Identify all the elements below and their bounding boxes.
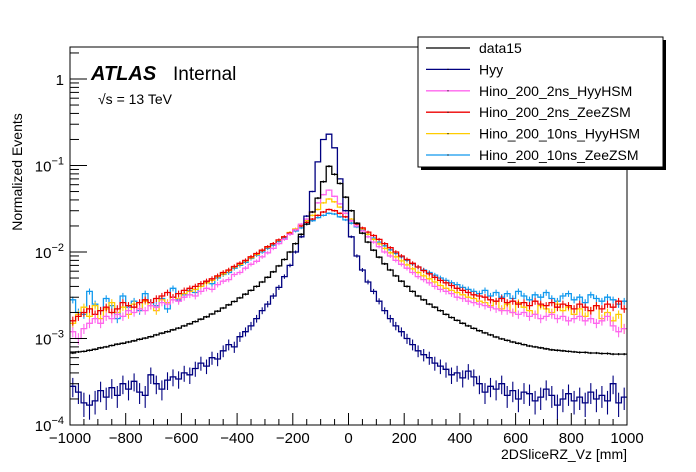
legend-entry: Hino_200_2ns_ZeeZSM	[426, 104, 631, 120]
x-tick-label: −200	[276, 430, 310, 447]
legend-label: data15	[479, 40, 522, 56]
legend-entry: data15	[426, 40, 522, 56]
x-axis-title: 2DSliceRZ_Vz [mm]	[501, 446, 627, 462]
energy-label: √s = 13 TeV	[98, 91, 173, 107]
x-tick-label: 400	[447, 430, 472, 447]
atlas-label: ATLAS	[90, 63, 157, 85]
x-tick-label: 0	[344, 430, 352, 447]
y-tick-label: 1	[56, 72, 64, 89]
histogram-line	[70, 165, 627, 355]
y-tick-label: 10−3	[35, 329, 64, 349]
x-tick-label: 600	[503, 430, 528, 447]
histogram-line	[70, 133, 627, 406]
x-axis: −1000 −800 −600 −400 −200 0 200 400 600 800 1000	[49, 413, 644, 447]
legend: data15 Hyy Hino_200_2ns_HyyHSM Hino_200_2ns…	[417, 36, 666, 170]
legend-label: Hyy	[479, 61, 503, 77]
y-tick-label: 10−1	[35, 156, 64, 176]
legend-entry: Hyy	[426, 61, 503, 77]
legend-label: Hino_200_10ns_HyyHSM	[479, 126, 640, 142]
x-tick-label: −800	[109, 430, 143, 447]
series-layer	[70, 133, 627, 420]
legend-label: Hino_200_2ns_ZeeZSM	[479, 104, 631, 120]
legend-entry: Hino_200_10ns_HyyHSM	[426, 126, 640, 142]
x-tick-label: 1000	[610, 430, 643, 447]
legend-box	[417, 36, 664, 168]
y-axis: 10−4 10−3 10−2 10−1 1	[35, 52, 87, 435]
x-tick-label: −400	[220, 430, 254, 447]
legend-entries: data15 Hyy Hino_200_2ns_HyyHSM Hino_200_2ns…	[426, 40, 640, 163]
x-tick-label: −600	[165, 430, 199, 447]
y-tick-label: 10−4	[35, 415, 64, 435]
y-axis-title: Normalized Events	[9, 113, 25, 231]
x-tick-label: −1000	[49, 430, 91, 447]
internal-label: Internal	[173, 64, 236, 85]
series-data15	[70, 165, 627, 356]
series-Hyy	[70, 133, 627, 420]
x-tick-label: 200	[392, 430, 417, 447]
x-tick-label: 800	[559, 430, 584, 447]
legend-entry: Hino_200_2ns_HyyHSM	[426, 83, 632, 99]
y-tick-label: 10−2	[35, 242, 64, 262]
legend-entry: Hino_200_10ns_ZeeZSM	[426, 147, 639, 163]
legend-label: Hino_200_2ns_HyyHSM	[479, 83, 632, 99]
legend-label: Hino_200_10ns_ZeeZSM	[479, 147, 639, 163]
